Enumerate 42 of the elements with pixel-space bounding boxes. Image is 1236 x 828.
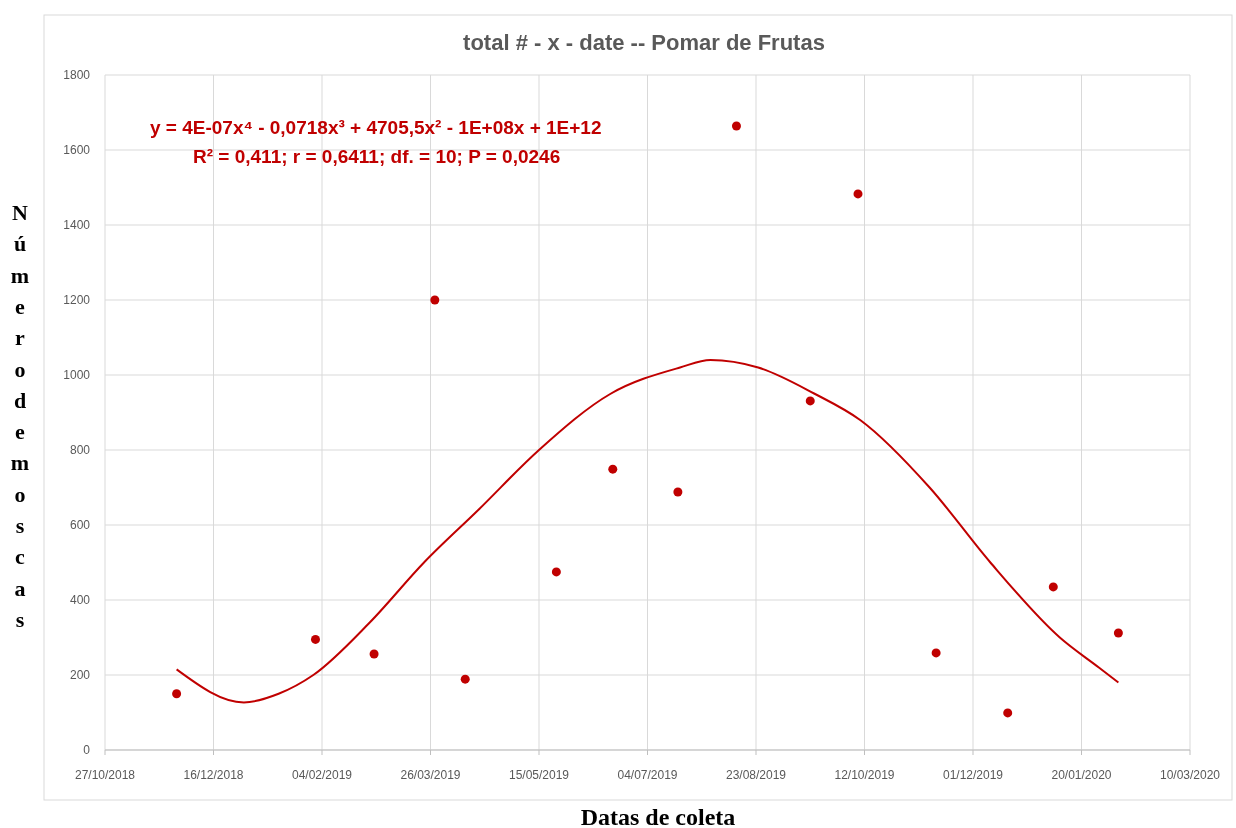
y-tick-label: 1800	[63, 68, 91, 82]
line-series	[175, 359, 1120, 704]
annotation: y = 4E-07x⁴ - 0,0718x³ + 4705,5x² - 1E+08x + 1E+12	[150, 117, 602, 138]
y-tick-label: 0	[83, 743, 91, 757]
point	[673, 487, 683, 497]
x-tick-label: 12/10/2019	[834, 768, 895, 782]
point	[805, 396, 815, 406]
y-tick-label: 1600	[63, 143, 91, 157]
point	[1048, 582, 1058, 592]
point	[1113, 628, 1123, 638]
y-tick-label: 400	[69, 593, 91, 607]
text: Número de moscas	[10, 200, 30, 632]
point	[853, 189, 863, 199]
x-tick-label: 27/10/2018	[74, 768, 136, 782]
y-tick-label: 200	[69, 668, 91, 682]
chart-title: total # - x - date -- Pomar de Frutas	[463, 30, 825, 55]
point	[430, 295, 440, 305]
x-tick-label: 20/01/2020	[1051, 768, 1112, 782]
point	[608, 464, 618, 474]
y-tick-label: 1200	[63, 293, 91, 307]
point	[551, 567, 561, 577]
point	[369, 649, 379, 659]
x-tick-label: 04/02/2019	[291, 768, 353, 782]
annotation: R² = 0,411; r = 0,6411; df. = 10; P = 0,0246	[193, 146, 561, 167]
x-tick-label: 23/08/2019	[725, 768, 787, 782]
x-axis-title: Datas de coleta	[580, 804, 736, 828]
point	[931, 648, 941, 658]
y-tick-label: 600	[69, 518, 91, 532]
y-tick-label: 800	[69, 443, 91, 457]
point	[460, 674, 470, 684]
y-tick-label: 1400	[63, 218, 91, 232]
x-tick-label: 10/03/2020	[1159, 768, 1221, 782]
point	[731, 121, 741, 131]
x-tick-label: 04/07/2019	[617, 768, 678, 782]
x-tick-label: 15/05/2019	[508, 768, 570, 782]
point	[1003, 708, 1013, 718]
y-tick-label: 1000	[63, 368, 91, 382]
point	[172, 689, 182, 699]
x-tick-label: 26/03/2019	[400, 768, 461, 782]
x-tick-label: 01/12/2019	[942, 768, 1004, 782]
point	[310, 634, 320, 644]
x-tick-label: 16/12/2018	[183, 768, 244, 782]
